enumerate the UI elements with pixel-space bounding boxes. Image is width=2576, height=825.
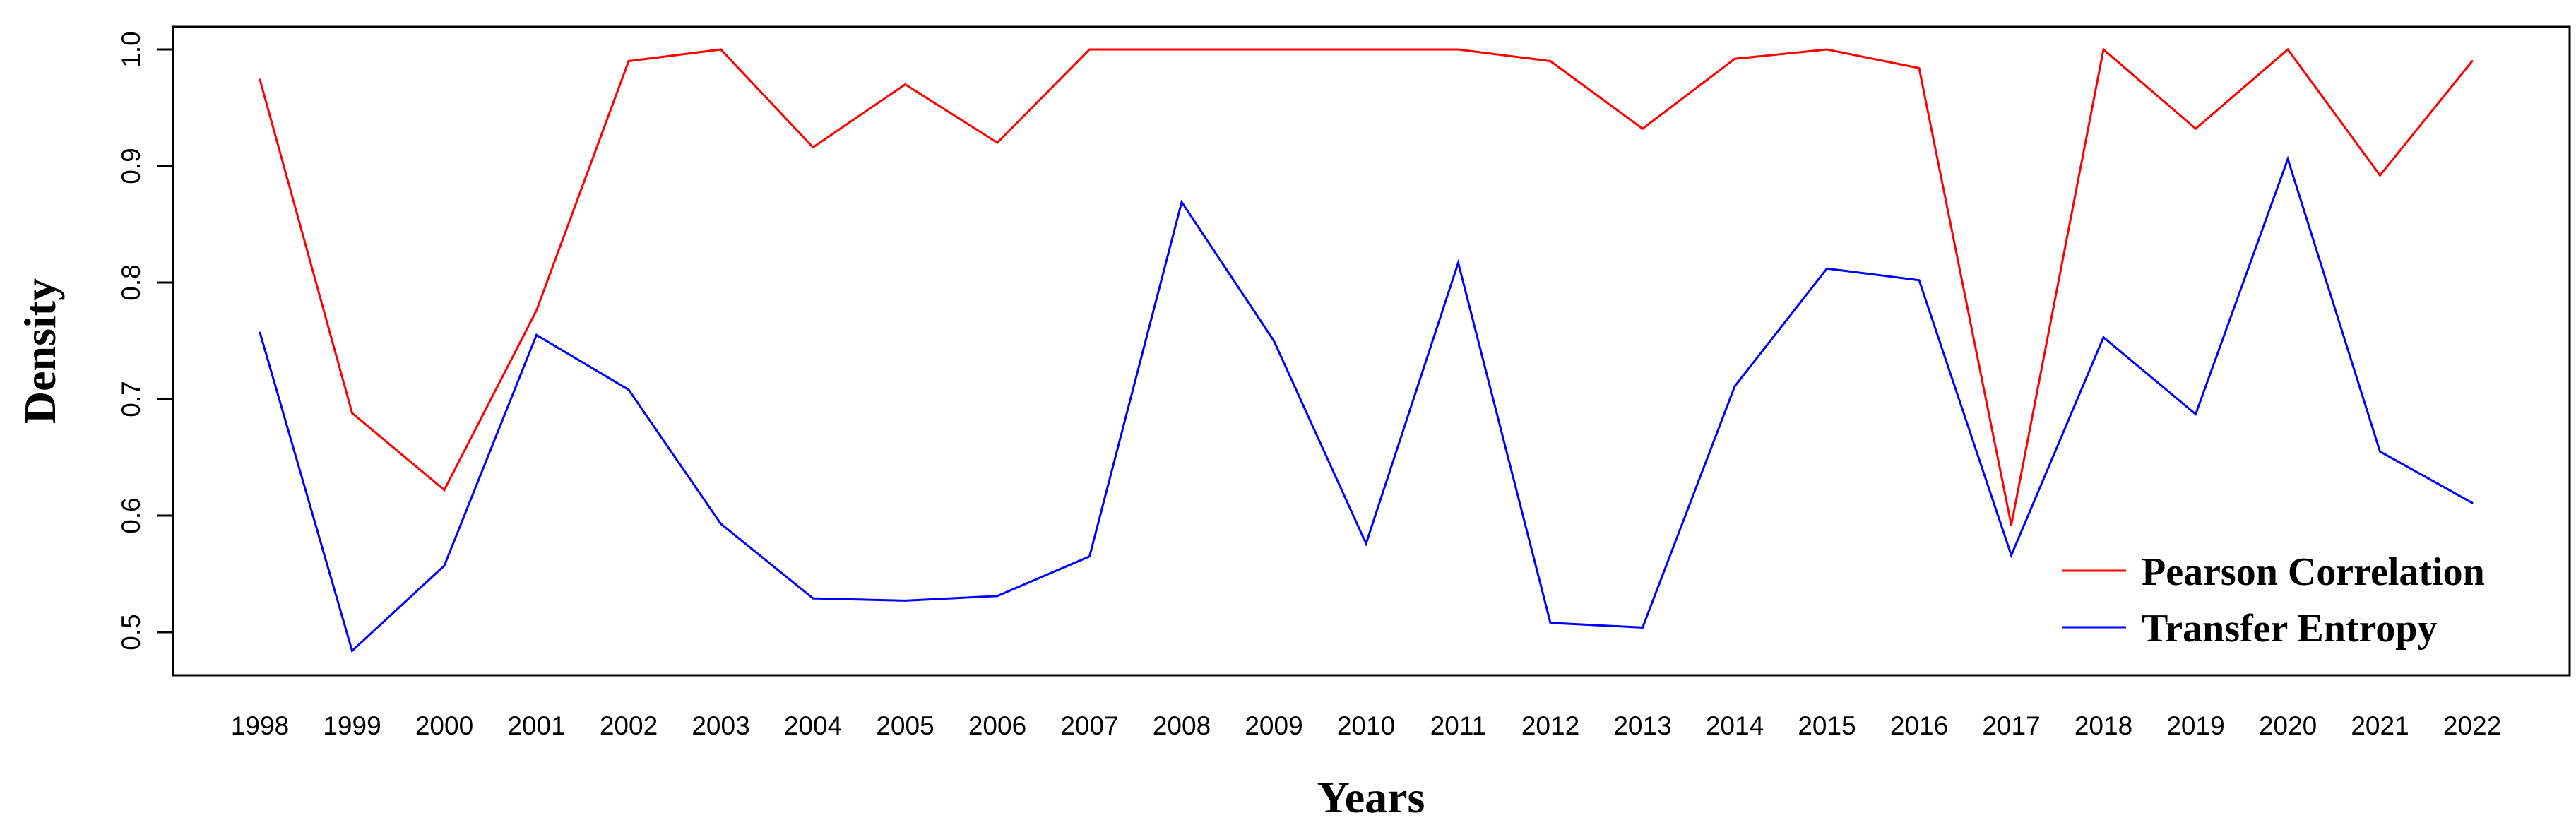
data-point-pearson-correlation [2379,174,2381,177]
x-tick-label: 2009 [1245,711,1302,740]
data-point-transfer-entropy [1733,385,1736,388]
series-layer [259,47,2474,653]
x-tick-label: 2011 [1430,711,1487,740]
x-tick-label: 2007 [1060,711,1118,740]
y-tick-label: 1.0 [117,31,146,67]
x-tick-label: 2019 [2166,711,2224,740]
data-point-pearson-correlation [812,146,814,149]
data-point-pearson-correlation [1180,48,1183,51]
data-point-transfer-entropy [2102,336,2105,339]
data-point-pearson-correlation [2471,60,2474,62]
data-point-transfer-entropy [259,331,261,334]
data-point-pearson-correlation [2195,127,2197,130]
x-tick-label: 1998 [231,711,289,740]
x-axis-title: Years [1317,772,1425,822]
x-tick-label: 2013 [1613,711,1671,740]
data-point-pearson-correlation [351,412,353,415]
y-tick-label: 0.8 [117,264,146,300]
data-point-transfer-entropy [2010,554,2012,557]
data-point-pearson-correlation [1088,48,1091,51]
data-point-transfer-entropy [1549,622,1552,624]
data-point-transfer-entropy [2286,158,2289,160]
data-point-pearson-correlation [2102,48,2105,51]
x-tick-label: 2017 [1982,711,2040,740]
data-point-transfer-entropy [2195,412,2197,415]
y-tick-label: 0.5 [117,614,146,650]
series-line-pearson-correlation [259,47,2474,526]
x-tick-label: 2010 [1337,711,1395,740]
data-point-transfer-entropy [443,564,446,567]
x-tick-label: 2014 [1706,711,1764,740]
data-point-pearson-correlation [535,309,538,312]
x-tick-label: 2016 [1890,711,1948,740]
x-tick-label: 2015 [1798,711,1856,740]
data-point-pearson-correlation [1918,66,1921,69]
data-point-transfer-entropy [812,597,814,600]
data-point-pearson-correlation [1457,48,1459,51]
data-point-transfer-entropy [1180,201,1183,203]
x-tick-label: 2022 [2443,711,2501,740]
data-point-transfer-entropy [1918,279,1921,282]
data-point-transfer-entropy [1642,626,1644,629]
x-tick-label: 2008 [1153,711,1211,740]
y-axis: 0.5 0.6 0.7 0.8 0.9 1.0 [117,31,173,651]
data-point-transfer-entropy [1365,542,1367,545]
y-tick-label: 0.6 [117,497,146,533]
data-point-transfer-entropy [720,523,722,526]
x-tick-label: 2002 [600,711,658,740]
data-point-transfer-entropy [2471,501,2474,504]
x-tick-label: 2006 [968,711,1026,740]
data-point-transfer-entropy [1826,267,1828,270]
x-tick-label: 2012 [1521,711,1579,740]
data-point-pearson-correlation [1273,48,1275,51]
data-point-pearson-correlation [1733,57,1736,60]
x-tick-label: 1999 [323,711,381,740]
data-point-pearson-correlation [996,141,999,144]
series-line-transfer-entropy [259,155,2473,653]
y-tick-label: 0.7 [117,381,146,417]
y-tick-label: 0.9 [117,148,146,184]
data-point-transfer-entropy [996,595,999,598]
x-axis: 1998 1999 2000 2001 2002 2003 2004 2005 2006 2007… [231,711,2501,740]
x-tick-label: 2004 [784,711,842,740]
data-point-pearson-correlation [1642,127,1644,130]
x-tick-label: 2003 [692,711,749,740]
x-tick-label: 2021 [2351,711,2409,740]
data-point-transfer-entropy [904,599,906,602]
legend: Pearson Correlation Transfer Entropy [2062,550,2485,651]
x-tick-label: 2020 [2259,711,2317,740]
data-point-transfer-entropy [1457,261,1459,264]
data-point-pearson-correlation [1826,48,1828,51]
x-tick-label: 2001 [507,711,565,740]
data-point-pearson-correlation [1549,60,1552,62]
data-point-pearson-correlation [259,78,261,81]
data-point-transfer-entropy [1273,340,1275,342]
data-point-transfer-entropy [535,333,538,336]
y-axis-title: Density [15,278,65,424]
legend-label-pearson-correlation: Pearson Correlation [2142,550,2485,594]
x-tick-label: 2005 [876,711,934,740]
data-point-pearson-correlation [1365,48,1367,51]
data-point-pearson-correlation [720,48,722,51]
x-tick-label: 2000 [415,711,473,740]
plot-frame [172,25,2571,677]
x-tick-label: 2018 [2075,711,2132,740]
data-point-transfer-entropy [2379,450,2381,453]
data-point-pearson-correlation [904,83,906,85]
data-point-transfer-entropy [627,388,630,391]
data-point-pearson-correlation [443,489,446,492]
data-point-transfer-entropy [1088,555,1091,558]
data-point-pearson-correlation [2286,48,2289,51]
data-point-pearson-correlation [627,60,630,62]
data-point-pearson-correlation [2010,523,2012,526]
data-point-transfer-entropy [351,649,353,652]
legend-label-transfer-entropy: Transfer Entropy [2142,607,2437,651]
